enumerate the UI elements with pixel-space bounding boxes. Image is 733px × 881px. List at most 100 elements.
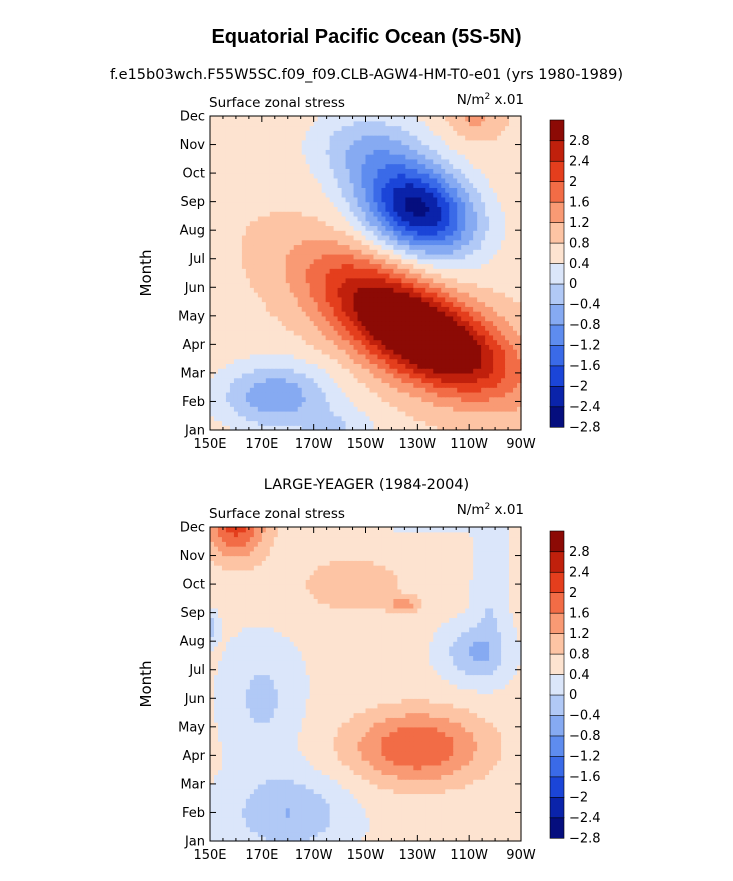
heatmap-cell — [337, 196, 343, 203]
heatmap-cell — [421, 382, 426, 388]
heatmap-cell — [449, 130, 454, 136]
heatmap-cell — [373, 244, 379, 250]
heatmap-cell — [301, 125, 307, 131]
heatmap-cell — [437, 163, 442, 169]
heatmap-cell — [409, 277, 414, 284]
heatmap-cell — [269, 149, 275, 155]
heatmap-cell — [265, 425, 271, 431]
heatmap-cell — [389, 215, 395, 222]
heatmap-cell — [429, 192, 434, 198]
heatmap-cell — [257, 406, 263, 412]
heatmap-cell — [285, 244, 291, 250]
heatmap-cell — [345, 201, 351, 207]
heatmap-cell — [477, 168, 482, 174]
heatmap-cell — [513, 287, 518, 293]
heatmap-cell — [301, 273, 307, 279]
heatmap-cell — [457, 330, 462, 336]
heatmap-cell — [329, 282, 335, 288]
heatmap-cell — [293, 144, 299, 150]
heatmap-cell — [293, 201, 299, 207]
heatmap-cell — [277, 225, 283, 231]
heatmap-cell — [293, 163, 299, 169]
heatmap-cell — [321, 330, 327, 336]
heatmap-cell — [261, 273, 267, 279]
heatmap-cell — [297, 410, 303, 417]
heatmap-cell — [317, 320, 323, 326]
heatmap-cell — [345, 320, 351, 326]
heatmap-cell — [453, 234, 458, 241]
heatmap-cell — [461, 292, 466, 298]
heatmap-cell — [337, 163, 343, 169]
heatmap-cell — [417, 396, 422, 403]
heatmap-cell — [217, 196, 223, 203]
heatmap-cell — [405, 234, 410, 241]
heatmap-cell — [405, 401, 410, 407]
heatmap-cell — [305, 253, 311, 260]
heatmap-cell — [241, 239, 247, 246]
heatmap-cell — [441, 273, 446, 279]
heatmap-cell — [329, 263, 335, 269]
heatmap-cell — [449, 215, 454, 222]
heatmap-cell — [445, 201, 450, 207]
heatmap-cell — [253, 401, 259, 407]
heatmap-cell — [281, 292, 287, 298]
heatmap-cell — [513, 372, 518, 379]
heatmap-cell — [437, 420, 442, 426]
heatmap-cell — [397, 292, 402, 298]
heatmap-cell — [389, 353, 395, 360]
heatmap-cell — [441, 410, 446, 417]
heatmap-cell — [325, 387, 331, 393]
heatmap-cell — [513, 154, 518, 160]
heatmap-cell — [297, 258, 303, 265]
heatmap-cell — [273, 201, 279, 207]
heatmap-cell — [225, 282, 231, 288]
heatmap-cell — [409, 125, 414, 131]
heatmap-cell — [313, 239, 319, 246]
heatmap-cell — [493, 406, 498, 412]
heatmap-cell — [265, 296, 271, 303]
heatmap-cell — [461, 225, 466, 231]
heatmap-cell — [381, 406, 387, 412]
heatmap-cell — [517, 368, 522, 374]
heatmap-cell — [233, 268, 239, 274]
heatmap-cell — [293, 135, 299, 141]
heatmap-cell — [293, 311, 299, 317]
heatmap-cell — [237, 410, 243, 417]
heatmap-cell — [421, 263, 426, 269]
heatmap-cell — [317, 196, 323, 203]
heatmap-cell — [321, 225, 327, 231]
heatmap-cell — [441, 306, 446, 312]
heatmap-cell — [265, 125, 271, 131]
heatmap-cell — [325, 215, 331, 222]
heatmap-cell — [449, 273, 454, 279]
heatmap-cell — [217, 225, 223, 231]
heatmap-cell — [397, 382, 402, 388]
heatmap-cell — [517, 211, 522, 217]
heatmap-cell — [441, 330, 446, 336]
heatmap-cell — [210, 154, 215, 160]
heatmap-cell — [289, 320, 295, 326]
heatmap-cell — [473, 192, 478, 198]
heatmap-cell — [249, 263, 255, 269]
heatmap-cell — [281, 287, 287, 293]
heatmap-cell — [281, 382, 287, 388]
heatmap-cell — [281, 135, 287, 141]
heatmap-cell — [365, 230, 371, 236]
heatmap-cell — [213, 249, 219, 255]
heatmap-cell — [277, 139, 283, 146]
heatmap-cell — [429, 211, 434, 217]
heatmap-cell — [505, 325, 510, 331]
heatmap-cell — [505, 215, 510, 222]
heatmap-cell — [445, 225, 450, 231]
heatmap-cell — [489, 330, 494, 336]
heatmap-cell — [369, 292, 375, 298]
heatmap-cell — [305, 306, 311, 312]
heatmap-cell — [385, 249, 391, 255]
heatmap-cell — [469, 177, 474, 184]
heatmap-cell — [237, 125, 243, 131]
heatmap-cell — [449, 211, 454, 217]
heatmap-cell — [437, 287, 442, 293]
heatmap-cell — [401, 391, 406, 398]
heatmap-cell — [273, 154, 279, 160]
heatmap-cell — [293, 368, 299, 374]
